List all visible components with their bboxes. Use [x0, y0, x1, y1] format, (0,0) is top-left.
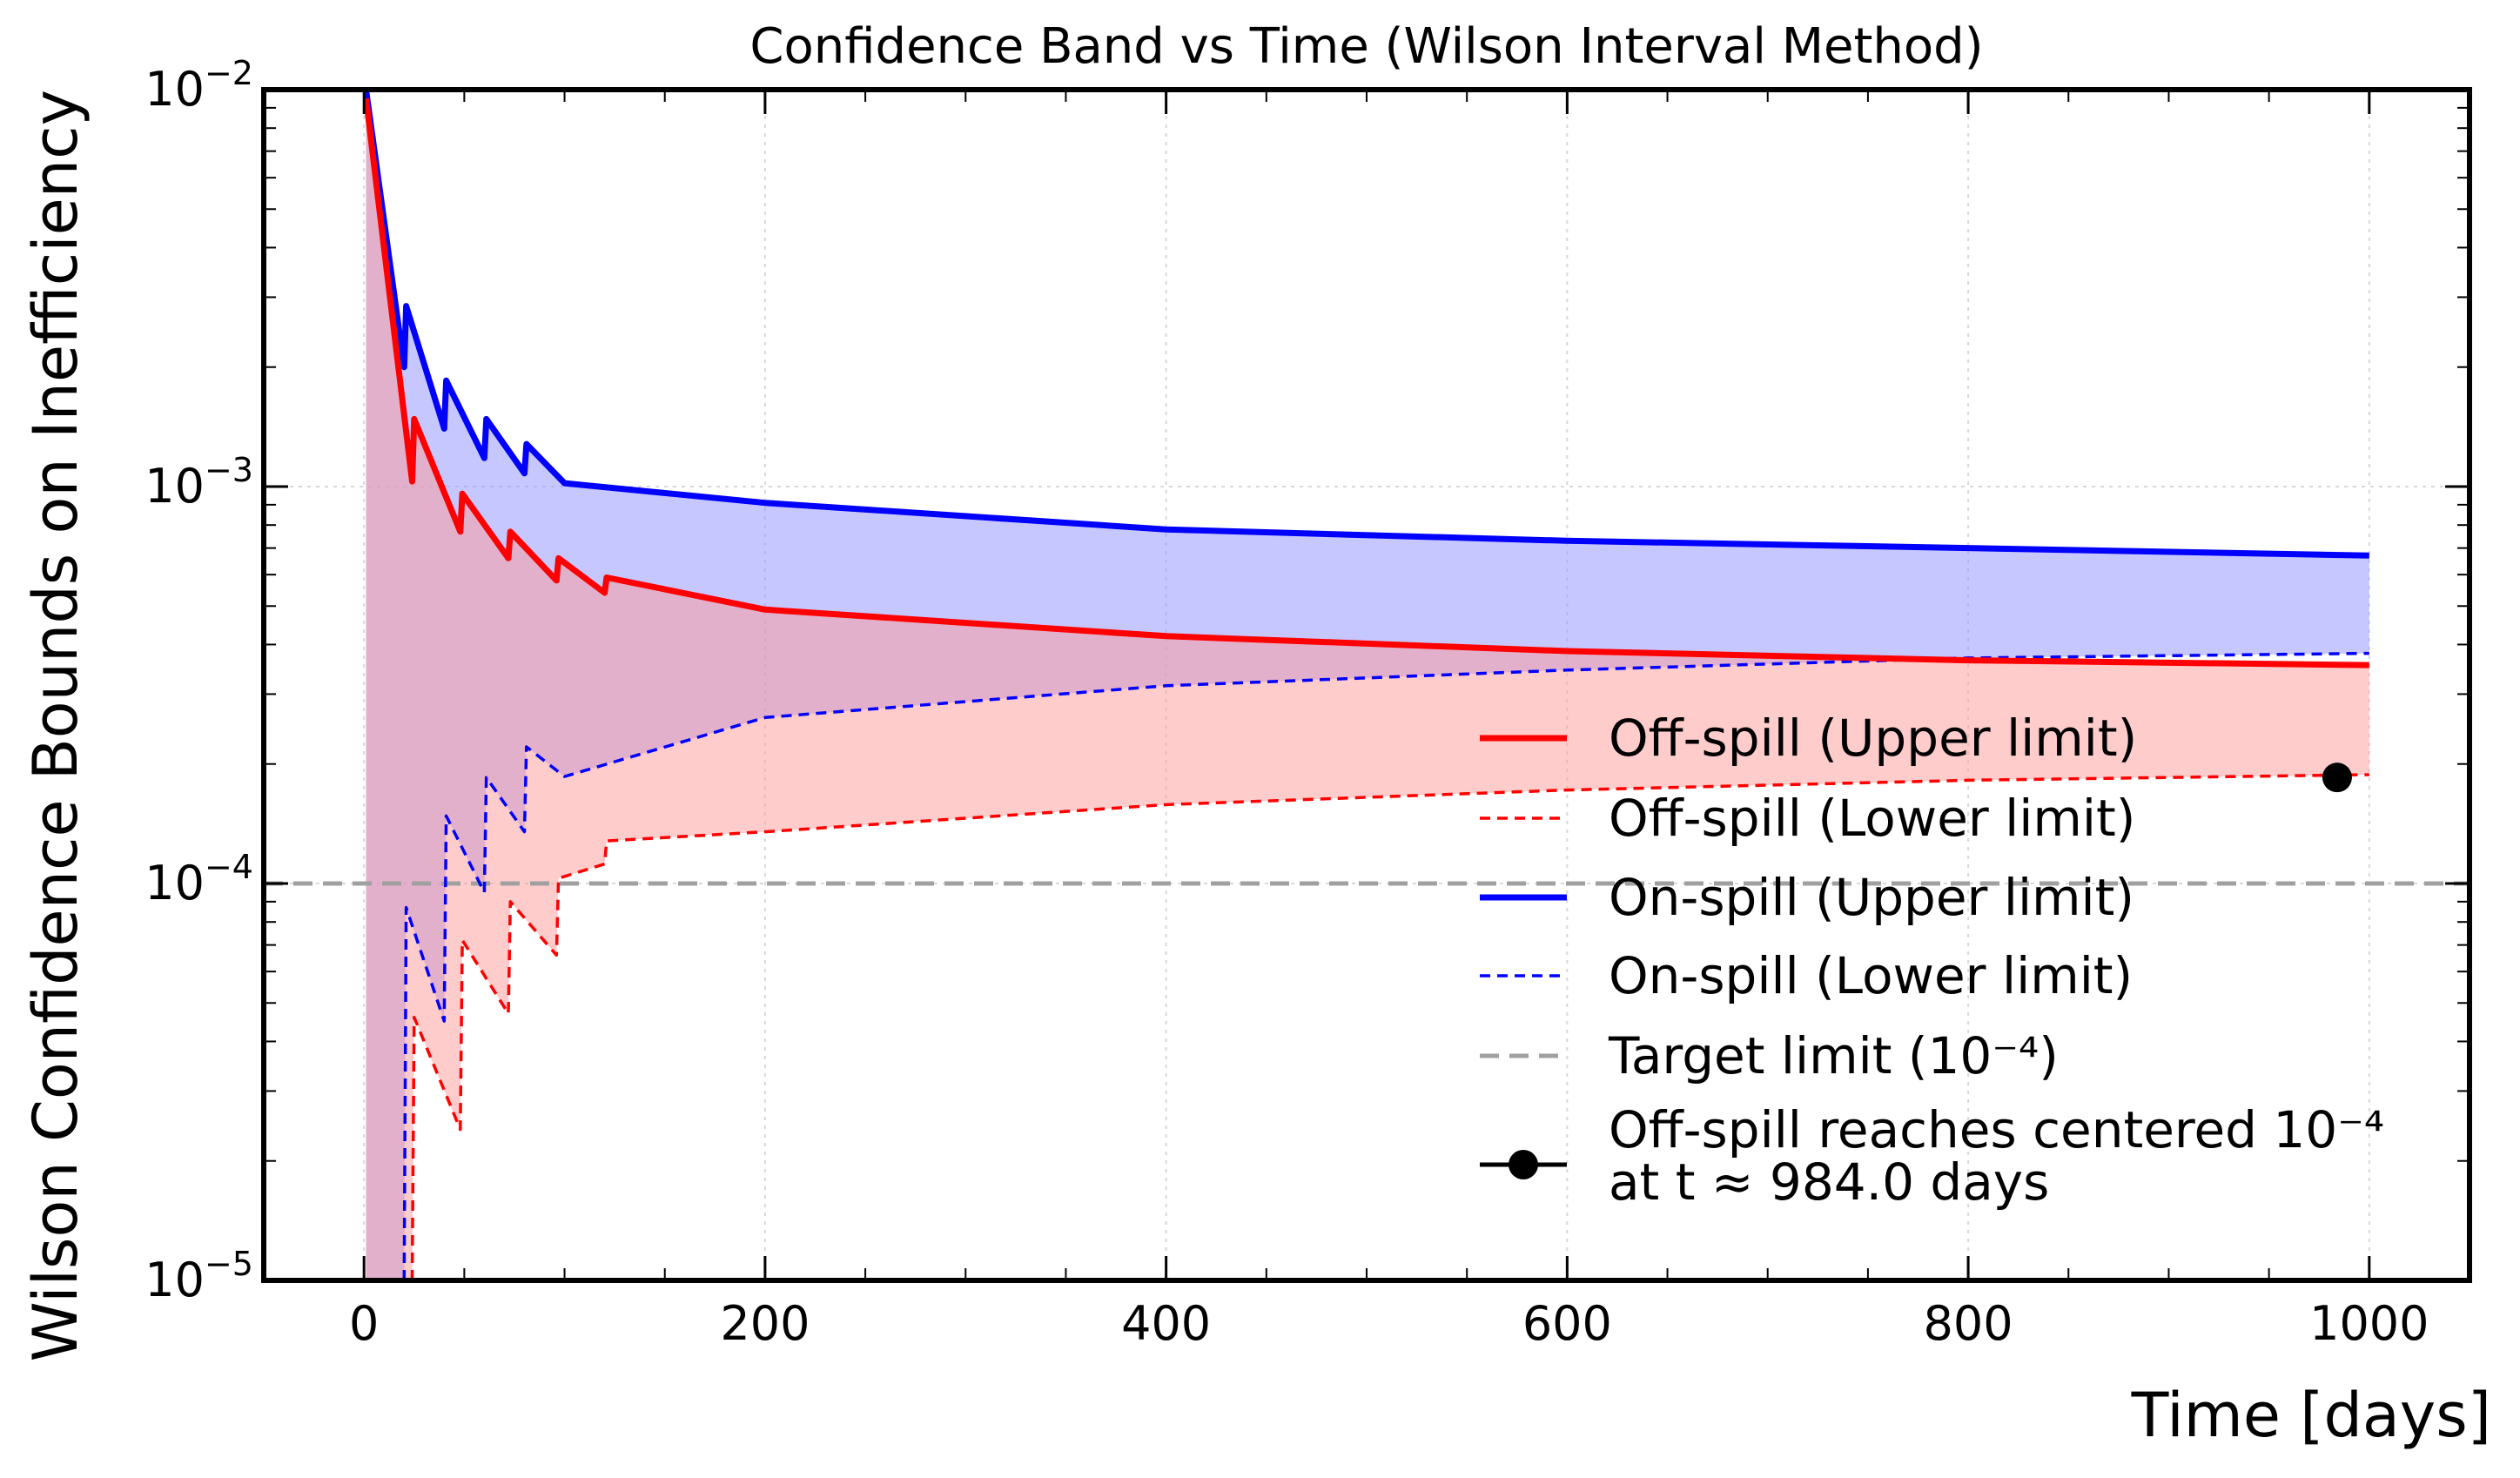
y-tick-label: 10−2	[144, 54, 253, 117]
legend-label-marker-line2: at t ≈ 984.0 days	[1609, 1152, 2049, 1212]
y-tick-label: 10−3	[144, 451, 253, 514]
x-tick-label: 400	[1121, 1296, 1211, 1351]
x-tick-label: 600	[1522, 1296, 1612, 1351]
crossing-marker	[2322, 763, 2352, 793]
chart-title: Confidence Band vs Time (Wilson Interval…	[749, 18, 1983, 75]
legend: Off-spill (Upper limit) Off-spill (Lower …	[1480, 709, 2384, 1212]
legend-label-off-lower: Off-spill (Lower limit)	[1609, 789, 2135, 848]
y-tick-label: 10−5	[144, 1245, 253, 1307]
legend-label-off-upper: Off-spill (Upper limit)	[1609, 709, 2137, 768]
x-tick-label: 800	[1924, 1296, 2013, 1351]
legend-label-on-upper: On-spill (Upper limit)	[1609, 868, 2134, 927]
x-tick-label: 0	[349, 1296, 379, 1351]
x-axis-label: Time [days]	[2131, 1380, 2491, 1451]
legend-label-on-lower: On-spill (Lower limit)	[1609, 946, 2133, 1005]
off-upper-line	[363, 97, 2369, 668]
y-tick-label: 10−4	[144, 848, 253, 910]
on-upper-line	[363, 89, 2369, 559]
confidence-bands	[366, 90, 2369, 1281]
off-lower-line	[410, 773, 2369, 1281]
legend-label-marker-line1: Off-spill reaches centered 10⁻⁴	[1609, 1100, 2384, 1159]
y-axis-label: Wilson Confidence Bounds on Inefficiency	[20, 90, 91, 1362]
legend-label-target: Target limit (10⁻⁴)	[1608, 1026, 2059, 1085]
x-tick-label: 1000	[2309, 1296, 2429, 1351]
legend-marker-symbol	[1509, 1150, 1538, 1179]
axis-ticks: 0 200 400 600 800 1000 10−5 10−4 10−3 10−2	[144, 54, 2470, 1351]
x-tick-label: 200	[720, 1296, 810, 1351]
series-lines	[264, 89, 2470, 1281]
off-spill-band	[366, 98, 2369, 1281]
on-lower-line	[402, 651, 2369, 1281]
